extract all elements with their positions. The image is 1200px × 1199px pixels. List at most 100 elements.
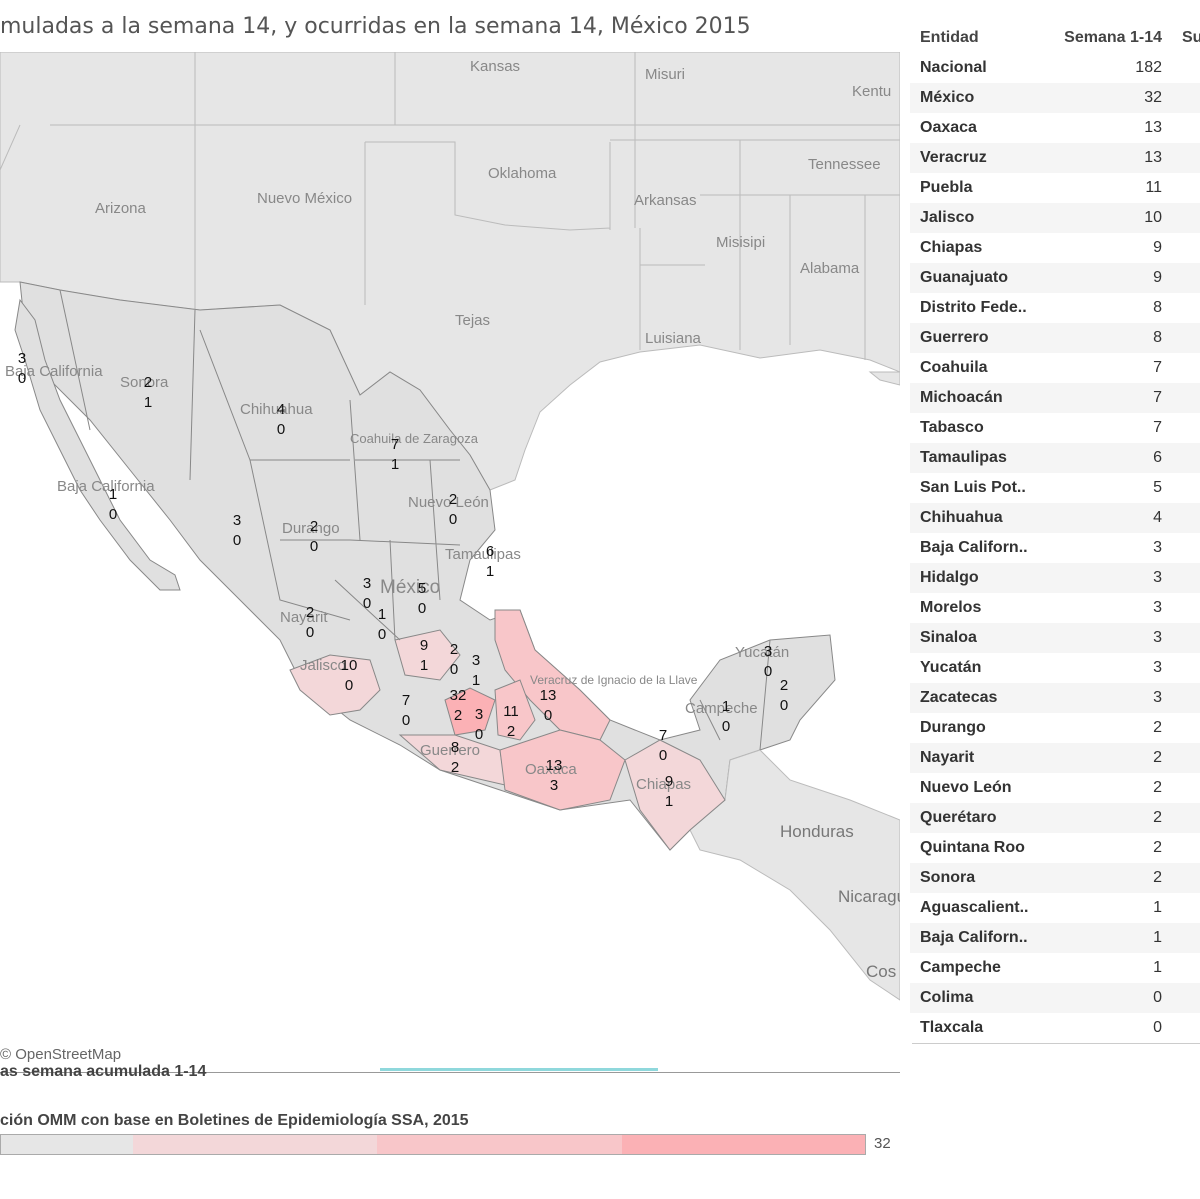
table-row[interactable]: Baja Californ.. 1 xyxy=(910,923,1200,953)
place-label: Kansas xyxy=(470,58,520,75)
table-row[interactable]: Michoacán 7 xyxy=(910,383,1200,413)
table-row[interactable]: Baja Californ.. 3 xyxy=(910,533,1200,563)
entidad-cell: Coahuila xyxy=(920,359,988,376)
table-row[interactable]: Aguascalient.. 1 xyxy=(910,893,1200,923)
column-header-entidad[interactable]: Entidad xyxy=(920,28,979,46)
table-row[interactable]: Yucatán 3 xyxy=(910,653,1200,683)
table-row[interactable]: Veracruz 13 xyxy=(910,143,1200,173)
map-value-acumulado: 1 xyxy=(378,606,386,623)
table-row[interactable]: Sinaloa 3 xyxy=(910,623,1200,653)
entidad-cell: Tabasco xyxy=(920,419,984,436)
place-label: Durango xyxy=(282,520,340,537)
table-row[interactable]: Distrito Fede.. 8 xyxy=(910,293,1200,323)
place-label: Cos xyxy=(866,962,896,981)
data-table: Entidad Semana 1-14 Su Nacional 182 México… xyxy=(910,22,1200,1043)
empty-cell xyxy=(1172,1013,1200,1043)
empty-cell xyxy=(1172,533,1200,563)
valor-cell: 2 xyxy=(1153,839,1162,856)
column-header-su[interactable]: Su xyxy=(1182,28,1200,46)
map-value-acumulado: 9 xyxy=(420,637,428,654)
map-value-acumulado: 2 xyxy=(450,641,458,658)
table-row[interactable]: Morelos 3 xyxy=(910,593,1200,623)
table-row[interactable]: Puebla 11 xyxy=(910,173,1200,203)
central-america xyxy=(689,749,900,1001)
map-value-semana: 0 xyxy=(306,624,314,641)
table-row[interactable]: Zacatecas 3 xyxy=(910,683,1200,713)
table-row[interactable]: Tamaulipas 6 xyxy=(910,443,1200,473)
entidad-cell: Sonora xyxy=(910,863,1042,893)
entidad-cell: Tamaulipas xyxy=(910,443,1042,473)
entidad-cell: Zacatecas xyxy=(910,683,1042,713)
empty-cell xyxy=(1172,443,1200,473)
map-value-semana: 0 xyxy=(277,421,285,438)
table-row[interactable]: Quintana Roo 2 xyxy=(910,833,1200,863)
map-value-acumulado: 1 xyxy=(722,698,730,715)
valor-cell: 8 xyxy=(1042,323,1172,353)
table-row[interactable]: Jalisco 10 xyxy=(910,203,1200,233)
place-label: Arizona xyxy=(95,200,147,217)
valor-cell: 11 xyxy=(1145,179,1162,196)
empty-cell xyxy=(1172,893,1200,923)
valor-cell: 0 xyxy=(1042,983,1172,1013)
mexico-state-borders xyxy=(59,289,771,751)
table-row[interactable]: Tlaxcala 0 xyxy=(910,1013,1200,1043)
place-label: Honduras xyxy=(780,822,854,841)
place-label: Sonora xyxy=(120,374,169,391)
table-row[interactable]: Hidalgo 3 xyxy=(910,563,1200,593)
map-value-semana: 0 xyxy=(450,661,458,678)
table-row[interactable]: Chiapas 9 xyxy=(910,233,1200,263)
empty-cell xyxy=(1172,743,1200,773)
empty-cell xyxy=(1172,233,1200,263)
empty-cell xyxy=(1172,563,1200,593)
table-row[interactable]: Guanajuato 9 xyxy=(910,263,1200,293)
empty-cell xyxy=(1172,683,1200,713)
table-row[interactable]: Tabasco 7 xyxy=(910,413,1200,443)
legend-max-value: 32 xyxy=(874,1135,891,1152)
table-row[interactable]: Colima 0 xyxy=(910,983,1200,1013)
table-row[interactable]: México 32 xyxy=(910,83,1200,113)
table-bottom-border xyxy=(912,1043,1200,1044)
table-row[interactable]: Nuevo León 2 xyxy=(910,773,1200,803)
place-label: Baja California xyxy=(5,363,103,380)
map-value-acumulado: 3 xyxy=(18,350,26,367)
map-value-semana: 0 xyxy=(544,707,552,724)
empty-cell xyxy=(1172,293,1200,323)
table-row[interactable]: Nacional 182 xyxy=(910,53,1200,83)
map-value-semana: 0 xyxy=(233,532,241,549)
column-header-semana[interactable]: Semana 1-14 xyxy=(1064,28,1162,46)
map-value-acumulado: 5 xyxy=(418,580,426,597)
place-label: Guerrero xyxy=(420,742,480,759)
valor-cell: 7 xyxy=(1153,359,1162,376)
cuba-hint xyxy=(868,371,900,386)
empty-cell xyxy=(1172,353,1200,383)
table-row[interactable]: Querétaro 2 xyxy=(910,803,1200,833)
table-row[interactable]: Guerrero 8 xyxy=(910,323,1200,353)
place-label: Oaxaca xyxy=(525,761,577,778)
osm-attribution[interactable]: © OpenStreetMap xyxy=(0,1046,122,1063)
map-view[interactable]: Kansas Misuri Kentu Oklahoma Tennessee A… xyxy=(0,52,900,1073)
valor-cell: 3 xyxy=(1153,599,1162,616)
map-value-acumulado: 2 xyxy=(310,518,318,535)
table-row[interactable]: Chihuahua 4 xyxy=(910,503,1200,533)
map-value-semana: 0 xyxy=(722,718,730,735)
table-row[interactable]: San Luis Pot.. 5 xyxy=(910,473,1200,503)
table-row[interactable]: Campeche 1 xyxy=(910,953,1200,983)
empty-cell xyxy=(1172,623,1200,653)
map-value-semana: 1 xyxy=(144,394,152,411)
table-row[interactable]: Sonora 2 xyxy=(910,863,1200,893)
map-value-acumulado: 3 xyxy=(472,652,480,669)
valor-cell: 10 xyxy=(1042,203,1172,233)
empty-cell xyxy=(1172,653,1200,683)
table-row[interactable]: Oaxaca 13 xyxy=(910,113,1200,143)
table-row[interactable]: Nayarit 2 xyxy=(910,743,1200,773)
valor-cell: 5 xyxy=(1153,479,1162,496)
table-row[interactable]: Coahuila 7 xyxy=(910,353,1200,383)
valor-cell: 9 xyxy=(1042,263,1172,293)
valor-cell: 1 xyxy=(1042,923,1172,953)
place-label: Alabama xyxy=(800,260,860,277)
valor-cell: 6 xyxy=(1042,443,1172,473)
table-row[interactable]: Durango 2 xyxy=(910,713,1200,743)
valor-cell: 3 xyxy=(1042,623,1172,653)
valor-cell: 3 xyxy=(1153,539,1162,556)
empty-cell xyxy=(1172,983,1200,1013)
